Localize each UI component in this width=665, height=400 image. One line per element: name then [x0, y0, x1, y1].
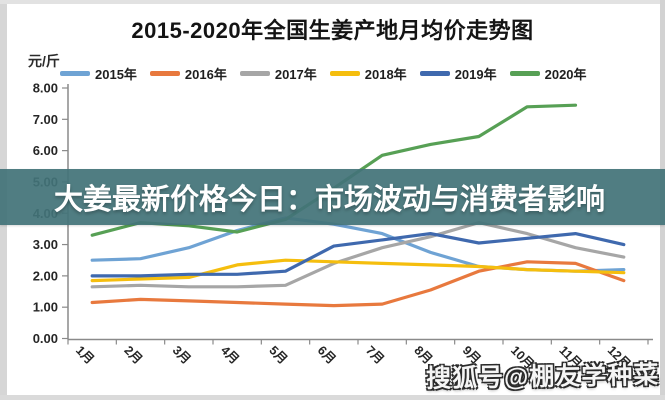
legend-swatch-icon: [60, 71, 90, 76]
legend-item: 2019年: [419, 64, 497, 83]
legend-item: 2015年: [60, 64, 137, 83]
y-tick-label: 6.00: [33, 143, 58, 158]
x-tick-label: 2月: [121, 343, 145, 367]
y-tick-label: 2.00: [33, 268, 58, 283]
legend-label: 2020年: [544, 67, 587, 82]
legend-label: 2017年: [274, 67, 317, 82]
legend-label: 2015年: [95, 67, 137, 82]
series-line-2019年: [90, 232, 626, 278]
legend-swatch-icon: [149, 71, 180, 76]
y-axis-unit-label: 元/斤: [28, 53, 60, 69]
x-tick-label: 4月: [218, 343, 242, 367]
y-tick-label: 7.00: [33, 112, 58, 127]
y-tick-label: 8.00: [33, 81, 58, 96]
legend-item: 2018年: [329, 64, 407, 83]
legend-label: 2018年: [364, 67, 407, 82]
x-tick-label: 5月: [266, 343, 290, 367]
x-tick-label: 3月: [170, 343, 194, 367]
sohu-watermark: 搜狐号@棚友学种菜: [425, 360, 660, 394]
series-line-2018年: [90, 258, 626, 283]
image-border-bottom: [0, 395, 665, 400]
image-border-top: [0, 0, 665, 4]
y-tick-label: 3.00: [33, 237, 58, 252]
y-tick-label: 0.00: [33, 331, 58, 346]
legend-item: 2016年: [149, 64, 227, 83]
legend-swatch-icon: [239, 71, 270, 76]
legend-item: 2020年: [509, 64, 587, 83]
banner-title: 大姜最新价格今日：市场波动与消费者影响: [54, 184, 606, 216]
legend-swatch-icon: [509, 71, 540, 76]
legend-swatch-icon: [329, 71, 360, 76]
y-tick-label: 1.00: [33, 300, 58, 315]
legend: 2015年 2016年 2017年 2018年 2019年 2020年: [60, 64, 650, 83]
legend-item: 2017年: [239, 64, 317, 83]
overlay-banner: 大姜最新价格今日：市场波动与消费者影响: [0, 169, 665, 225]
legend-label: 2016年: [184, 67, 227, 82]
series-line-2016年: [90, 260, 626, 308]
x-tick-label: 1月: [73, 343, 97, 367]
x-tick-label: 6月: [315, 343, 339, 367]
legend-label: 2019年: [454, 67, 497, 82]
chart-title: 2015-2020年全国生姜产地月均价走势图: [131, 18, 534, 43]
legend-swatch-icon: [419, 71, 450, 76]
x-tick-label: 7月: [363, 343, 387, 367]
